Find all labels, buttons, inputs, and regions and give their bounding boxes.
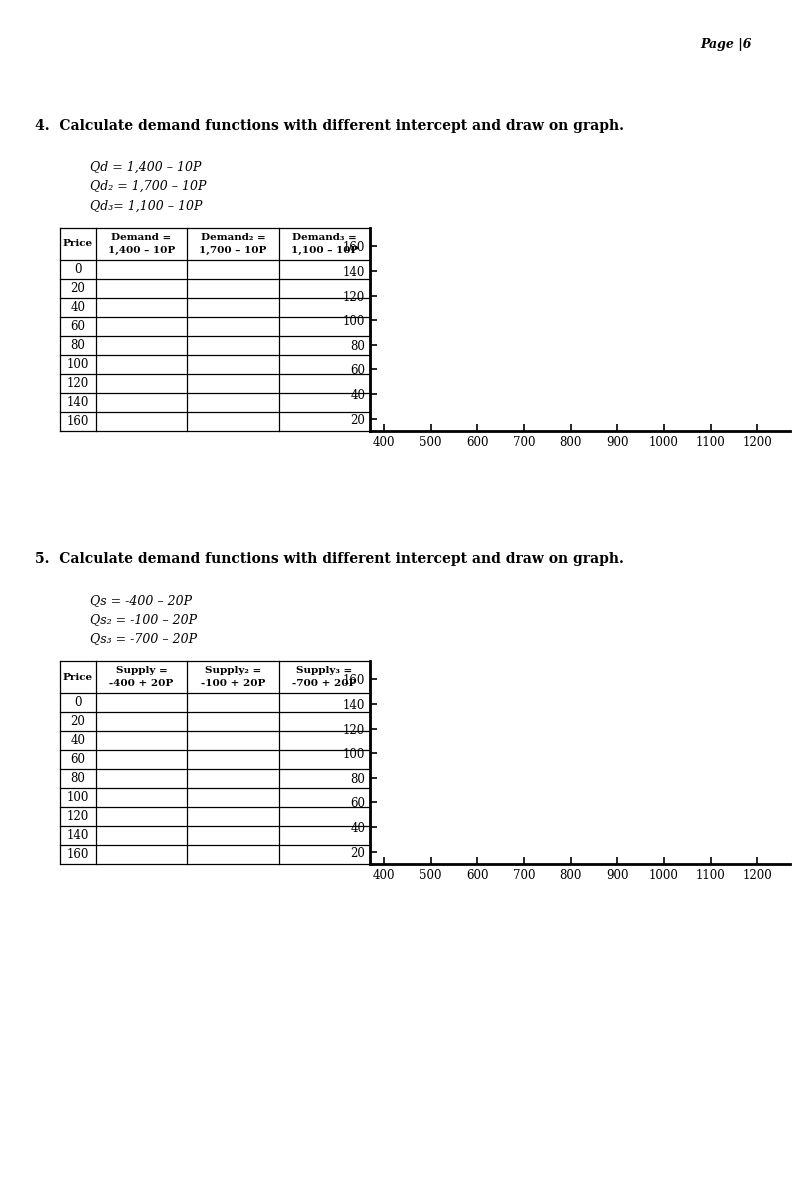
Text: 1,100 – 10P: 1,100 – 10P xyxy=(291,246,358,254)
Text: Page |6: Page |6 xyxy=(701,38,752,52)
Text: 0: 0 xyxy=(75,696,82,709)
Text: 140: 140 xyxy=(66,829,89,842)
Text: 60: 60 xyxy=(70,754,85,766)
Text: 60: 60 xyxy=(70,320,85,332)
Text: Qs₃ = -700 – 20P: Qs₃ = -700 – 20P xyxy=(90,632,197,646)
Text: 4.  Calculate demand functions with different intercept and draw on graph.: 4. Calculate demand functions with diffe… xyxy=(35,119,624,133)
Text: Supply =: Supply = xyxy=(116,666,168,676)
Text: Qd₂ = 1,700 – 10P: Qd₂ = 1,700 – 10P xyxy=(90,180,207,193)
Text: 100: 100 xyxy=(66,358,89,371)
Text: Demand₃ =: Demand₃ = xyxy=(292,233,356,242)
Text: 120: 120 xyxy=(66,810,89,823)
Text: Price: Price xyxy=(63,240,93,248)
Text: Qs = -400 – 20P: Qs = -400 – 20P xyxy=(90,594,192,607)
Text: 100: 100 xyxy=(66,791,89,804)
Text: Qd = 1,400 – 10P: Qd = 1,400 – 10P xyxy=(90,161,202,174)
Text: 120: 120 xyxy=(66,377,89,390)
Text: Qs₂ = -100 – 20P: Qs₂ = -100 – 20P xyxy=(90,613,197,626)
Text: 140: 140 xyxy=(66,396,89,409)
Text: 40: 40 xyxy=(70,301,85,314)
Text: 80: 80 xyxy=(70,772,85,785)
Text: 80: 80 xyxy=(70,338,85,352)
Text: 160: 160 xyxy=(66,848,89,860)
Text: Supply₂ =: Supply₂ = xyxy=(205,666,261,676)
Text: -400 + 20P: -400 + 20P xyxy=(109,679,173,688)
Text: Qd₃= 1,100 – 10P: Qd₃= 1,100 – 10P xyxy=(90,199,202,212)
Text: 1,400 – 10P: 1,400 – 10P xyxy=(108,246,175,254)
Text: 0: 0 xyxy=(75,263,82,276)
Text: -700 + 20P: -700 + 20P xyxy=(292,679,356,688)
Text: 160: 160 xyxy=(66,415,89,428)
Text: Demand =: Demand = xyxy=(112,233,172,242)
Text: 20: 20 xyxy=(70,282,85,295)
Text: Price: Price xyxy=(63,672,93,682)
Text: -100 + 20P: -100 + 20P xyxy=(201,679,265,688)
Text: 5.  Calculate demand functions with different intercept and draw on graph.: 5. Calculate demand functions with diffe… xyxy=(35,552,624,566)
Text: 20: 20 xyxy=(70,715,85,728)
Text: Supply₃ =: Supply₃ = xyxy=(296,666,352,676)
Text: 1,700 – 10P: 1,700 – 10P xyxy=(199,246,266,254)
Text: Demand₂ =: Demand₂ = xyxy=(201,233,266,242)
Text: 40: 40 xyxy=(70,734,85,746)
